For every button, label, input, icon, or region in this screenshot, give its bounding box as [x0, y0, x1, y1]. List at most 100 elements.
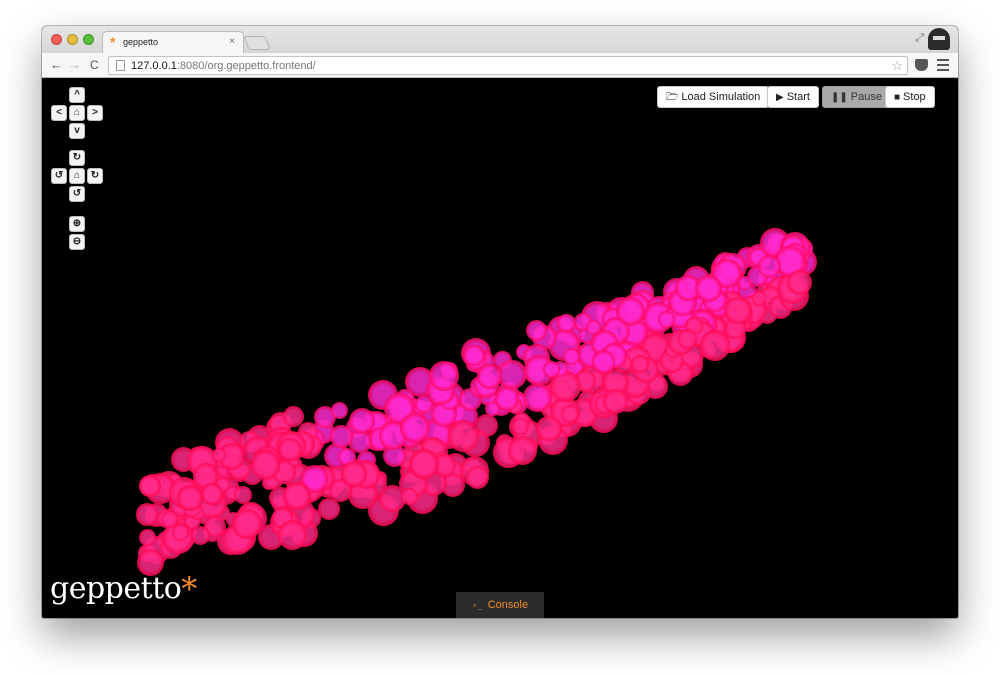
pan-home-button[interactable]: ⌂	[69, 105, 85, 121]
particle	[536, 415, 563, 442]
load-simulation-label: Load Simulation	[681, 91, 761, 103]
particle	[694, 274, 722, 302]
page-icon	[116, 60, 125, 71]
particle	[139, 475, 161, 497]
tab-strip: * geppetto × ⤢	[42, 26, 958, 53]
particle	[282, 405, 304, 427]
particle	[463, 344, 485, 367]
menu-icon[interactable]	[937, 59, 949, 74]
particle	[399, 413, 430, 443]
particle	[330, 401, 348, 419]
particle	[135, 503, 159, 526]
particle	[724, 297, 752, 325]
geppetto-logo: geppetto*	[50, 570, 197, 608]
stop-label: Stop	[903, 91, 926, 103]
minimize-window-button[interactable]	[67, 34, 78, 45]
particle	[542, 360, 560, 378]
simulation-viewport[interactable]: ^ < ⌂ > v ↻ ↺ ⌂ ↻ ↺ ⊕ ⊖ 🗁 Load Simulation…	[42, 78, 958, 618]
particle	[233, 485, 252, 504]
browser-toolbar: ← → C 127.0.0.1:8080/org.geppetto.fronte…	[42, 53, 958, 78]
address-bar[interactable]: 127.0.0.1:8080/org.geppetto.frontend/ ☆	[108, 56, 908, 75]
particle	[382, 443, 406, 467]
bookmark-star-icon[interactable]: ☆	[891, 58, 903, 73]
zoom-out-button[interactable]: ⊖	[69, 234, 85, 250]
particle	[232, 509, 262, 539]
url-path: :8080/org.geppetto.frontend/	[176, 60, 316, 72]
console-label: Console	[487, 599, 529, 611]
particle	[757, 255, 781, 278]
particle	[495, 386, 520, 411]
particle	[557, 313, 576, 333]
particle	[172, 524, 190, 542]
folder-icon: 🗁	[666, 92, 679, 103]
rotate-up-button[interactable]: ↻	[69, 150, 85, 166]
close-window-button[interactable]	[51, 34, 62, 45]
particle	[677, 328, 698, 349]
particle	[751, 291, 767, 306]
console-button[interactable]: ›_ Console	[456, 592, 544, 618]
start-label: Start	[786, 91, 810, 103]
fullscreen-icon[interactable]: ⤢	[915, 32, 924, 44]
pan-down-button[interactable]: v	[69, 123, 85, 139]
particle	[441, 472, 466, 497]
url-text: 127.0.0.1:8080/org.geppetto.frontend/	[131, 60, 316, 72]
particle	[138, 529, 156, 547]
particle	[317, 498, 340, 521]
pan-up-button[interactable]: ^	[69, 87, 85, 103]
particle	[562, 348, 580, 366]
particle	[525, 319, 548, 342]
maximize-window-button[interactable]	[83, 34, 94, 45]
start-button[interactable]: ▶ Start	[767, 86, 819, 108]
particle	[511, 417, 530, 436]
particle	[349, 408, 376, 435]
url-host: 127.0.0.1	[131, 60, 177, 72]
logo-star-icon: *	[181, 570, 197, 608]
particle	[400, 487, 419, 505]
particle	[341, 461, 367, 487]
browser-window: * geppetto × ⤢ ← → C 127.0.0.1:8080/org.…	[42, 26, 958, 618]
rotate-home-button[interactable]: ⌂	[69, 168, 85, 184]
pan-left-button[interactable]: <	[51, 105, 67, 121]
particle	[477, 364, 503, 390]
pan-right-button[interactable]: >	[87, 105, 103, 121]
stop-button[interactable]: ■ Stop	[885, 86, 935, 108]
particle	[137, 549, 164, 577]
particle	[631, 355, 649, 373]
reload-button[interactable]: C	[90, 58, 99, 72]
profile-avatar-icon[interactable]	[928, 28, 950, 50]
particle	[561, 405, 580, 424]
tab-geppetto[interactable]: * geppetto ×	[102, 31, 244, 53]
stop-icon: ■	[894, 92, 901, 103]
particle	[161, 510, 179, 528]
rotate-right-button[interactable]: ↻	[87, 168, 103, 184]
particle	[211, 448, 226, 463]
tab-title: geppetto	[123, 37, 159, 47]
particle	[592, 350, 616, 374]
particle	[466, 466, 490, 490]
particle	[409, 449, 439, 479]
particle	[508, 435, 538, 466]
forward-button[interactable]: →	[68, 57, 81, 72]
particle	[250, 450, 280, 480]
rotate-down-button[interactable]: ↺	[69, 186, 85, 202]
geppetto-favicon-icon: *	[110, 34, 116, 50]
particle	[522, 383, 552, 413]
particle	[700, 330, 731, 361]
particle	[348, 430, 372, 454]
particle	[201, 483, 223, 505]
pause-button[interactable]: ❚❚ Pause	[822, 86, 891, 108]
particle-cloud	[42, 78, 958, 618]
new-tab-button[interactable]	[243, 36, 271, 50]
back-button[interactable]: ←	[50, 57, 63, 72]
play-icon: ▶	[776, 92, 784, 103]
particle	[191, 526, 211, 545]
tab-close-icon[interactable]: ×	[229, 36, 235, 47]
particle	[177, 485, 203, 511]
logo-text: geppetto	[50, 571, 182, 606]
load-simulation-button[interactable]: 🗁 Load Simulation	[657, 86, 770, 108]
pocket-icon[interactable]	[915, 59, 928, 71]
rotate-left-button[interactable]: ↺	[51, 168, 67, 184]
particle	[283, 482, 311, 510]
zoom-in-button[interactable]: ⊕	[69, 216, 85, 232]
particle	[447, 420, 480, 452]
